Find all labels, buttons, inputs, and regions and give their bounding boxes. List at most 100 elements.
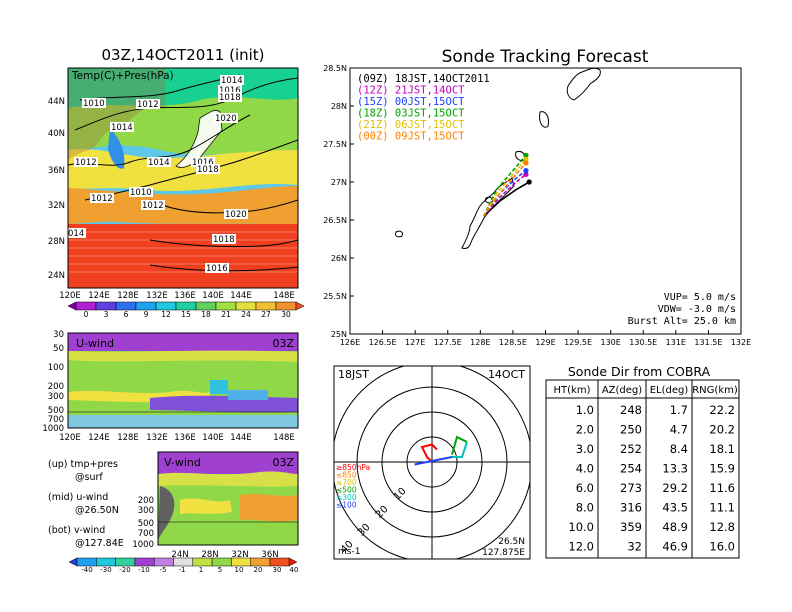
track-endpoint bbox=[523, 168, 529, 174]
u-wind-panel: U-wind 03Z 30 50 100 200 300 500 700 100… bbox=[42, 330, 299, 443]
table-cell: 8.4 bbox=[670, 442, 688, 456]
vup-annotation: VUP= 5.0 m/s bbox=[664, 292, 736, 303]
table-cell: 359 bbox=[620, 520, 642, 534]
colorbar-cell bbox=[75, 301, 97, 311]
pressure-tick-label: 300 bbox=[138, 506, 154, 516]
track-endpoint bbox=[523, 171, 529, 177]
colorbar-cell bbox=[76, 557, 97, 567]
colorbar-tick-label: 21 bbox=[221, 310, 231, 319]
polar-wind-chart: 10 20 30 40 ≥850hPa≤850≤700≤500≤300≤100 … bbox=[333, 365, 531, 560]
legend-mid: (mid) u-wind bbox=[48, 492, 108, 503]
pressure-tick-label: 50 bbox=[53, 344, 64, 354]
isobar-label: 1016 bbox=[206, 264, 228, 274]
x-tick-label: 131.5E bbox=[694, 338, 722, 347]
lat-tick-label: 44N bbox=[48, 97, 65, 107]
lat-tick-label: 36N bbox=[261, 550, 278, 560]
lat-tick-label: 40N bbox=[48, 129, 65, 139]
u-wind-time: 03Z bbox=[272, 337, 294, 350]
colorbar-cell bbox=[173, 557, 194, 567]
table-cell: 8.0 bbox=[576, 501, 594, 515]
y-tick-label: 28N bbox=[331, 102, 347, 111]
legend-mid-sub: @26.50N bbox=[75, 505, 119, 516]
colorbar-cell bbox=[250, 557, 271, 567]
isobar-label: 014 bbox=[68, 229, 84, 239]
colorbar-cell bbox=[215, 301, 237, 311]
y-tick-label: 27.5N bbox=[323, 140, 347, 149]
pressure-tick-label: 700 bbox=[138, 529, 154, 539]
isobar-label: 1014 bbox=[221, 76, 243, 86]
colorbar-tick-label: 5 bbox=[218, 566, 222, 574]
colorbar-tick-label: 6 bbox=[124, 310, 129, 319]
track-line bbox=[483, 181, 530, 217]
isobar-label: 1016 bbox=[219, 86, 241, 96]
pressure-tick-label: 500 bbox=[48, 406, 64, 416]
colorbar-tick-label: 20 bbox=[254, 566, 263, 574]
lon-tick-label: 128E bbox=[117, 291, 139, 301]
legend-up-sub: @surf bbox=[75, 472, 103, 483]
legend-up: (up) tmp+pres bbox=[48, 459, 118, 470]
pressure-tick-label: 300 bbox=[48, 392, 64, 402]
level-legend-entry: ≤300 bbox=[336, 493, 357, 502]
colorbar-cell bbox=[255, 301, 277, 311]
table-cell: 46.9 bbox=[662, 540, 688, 554]
x-tick-label: 132E bbox=[731, 338, 751, 347]
lon-tick-label: 144E bbox=[230, 433, 252, 443]
burst-alt-annotation: Burst Alt= 25.0 km bbox=[628, 316, 736, 327]
polar-time: 18JST bbox=[338, 368, 369, 381]
colorbar-cell bbox=[192, 557, 213, 567]
colorbar-cell bbox=[295, 301, 305, 311]
table-header: EL(deg) bbox=[650, 385, 689, 396]
colorbar-tick-label: 0 bbox=[84, 310, 89, 319]
wind-hodograph bbox=[414, 435, 468, 466]
track-endpoint bbox=[523, 152, 529, 158]
table-cell: 3.0 bbox=[576, 442, 594, 456]
table-cell: 248 bbox=[620, 403, 642, 417]
level-legend-entry: ≤100 bbox=[336, 501, 357, 510]
u-wind-label: U-wind bbox=[76, 337, 114, 350]
colorbar-cell bbox=[67, 301, 77, 311]
track-line bbox=[482, 173, 527, 217]
colorbar-cell bbox=[115, 301, 137, 311]
polar-lon: 127.875E bbox=[482, 548, 525, 558]
table-cell: 1.0 bbox=[576, 403, 594, 417]
track-endpoint bbox=[523, 160, 529, 166]
lon-tick-label: 128E bbox=[117, 433, 139, 443]
track-line bbox=[482, 154, 527, 217]
v-wind-panel: V-wind 03Z 200 300 500 700 1000 24N 28N … bbox=[132, 451, 299, 560]
polar-date: 14OCT bbox=[488, 368, 525, 381]
table-cell: 15.9 bbox=[709, 462, 735, 476]
map-field-label: Temp(C)+Pres(hPa) bbox=[71, 70, 174, 82]
track-endpoint bbox=[526, 179, 532, 185]
table-header: RNG(km) bbox=[692, 385, 738, 396]
coastline bbox=[395, 67, 601, 249]
colorbar-tick-label: -5 bbox=[160, 566, 167, 574]
vdw-annotation: VDW= -3.0 m/s bbox=[658, 304, 736, 315]
lat-tick-label: 24N bbox=[171, 550, 188, 560]
v-wind-time: 03Z bbox=[272, 456, 294, 469]
pressure-tick-label: 200 bbox=[48, 382, 64, 392]
table-cell: 4.7 bbox=[670, 423, 688, 437]
pressure-tick-label: 1000 bbox=[42, 424, 64, 434]
y-tick-label: 27N bbox=[331, 178, 347, 187]
table-cell: 43.5 bbox=[662, 501, 688, 515]
isobar-label: 1012 bbox=[142, 201, 164, 211]
table-cell: 18.1 bbox=[709, 442, 735, 456]
isobar-label: 1020 bbox=[215, 114, 237, 124]
lon-tick-label: 140E bbox=[202, 433, 224, 443]
y-tick-label: 25N bbox=[331, 330, 347, 339]
legend-bot: (bot) v-wind bbox=[48, 525, 105, 536]
colorbar-tick-label: 30 bbox=[281, 310, 291, 319]
colorbar-tick-label: -40 bbox=[81, 566, 92, 574]
x-tick-label: 126E bbox=[340, 338, 360, 347]
lon-tick-label: 136E bbox=[174, 433, 196, 443]
hodograph-segment bbox=[420, 443, 438, 463]
colorbar-tick-label: 9 bbox=[144, 310, 149, 319]
colorbar-tick-label: 15 bbox=[181, 310, 191, 319]
lon-tick-label: 148E bbox=[273, 291, 295, 301]
lat-tick-label: 28N bbox=[201, 550, 218, 560]
isobar-label: 1014 bbox=[148, 158, 170, 168]
lat-tick-label: 28N bbox=[48, 237, 65, 247]
level-legend-entry: ≥850hPa bbox=[336, 463, 370, 472]
polar-units: ms-1 bbox=[338, 547, 360, 557]
table-cell: 273 bbox=[620, 481, 642, 495]
